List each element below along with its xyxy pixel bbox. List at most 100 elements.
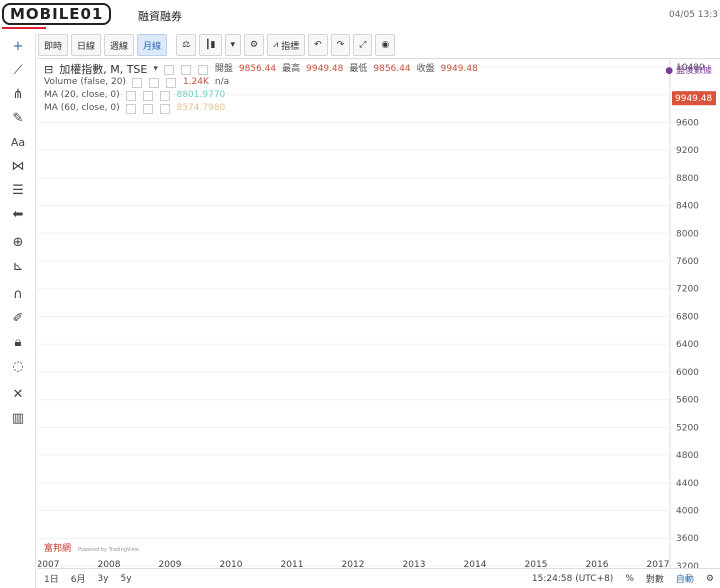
volume-value: 1.24K bbox=[182, 77, 209, 87]
watermark-logo: 富邦網 bbox=[44, 542, 71, 554]
balance-icon[interactable]: ⚖ bbox=[176, 34, 197, 56]
close-label: 收盤 bbox=[416, 64, 435, 74]
pattern-icon[interactable]: ⋈ bbox=[11, 159, 25, 174]
brush-icon[interactable]: ✎ bbox=[12, 111, 24, 126]
logo-underline bbox=[2, 27, 46, 29]
x-tick-label: 2017 bbox=[647, 560, 670, 569]
y-tick-label: 8400 bbox=[676, 202, 699, 212]
close-icon[interactable] bbox=[159, 90, 170, 101]
settings-icon[interactable] bbox=[180, 64, 191, 75]
indicators-icon: ⩘ bbox=[273, 40, 282, 50]
site-logo[interactable]: MOBILE01 bbox=[2, 3, 112, 25]
close-icon[interactable] bbox=[165, 77, 176, 88]
datetime-label: 04/05 13:3 bbox=[668, 10, 718, 20]
range-6m-button[interactable]: 6月 bbox=[70, 575, 86, 585]
text-tool-icon[interactable]: Aa bbox=[10, 136, 26, 149]
fib-icon[interactable]: ☰ bbox=[12, 183, 24, 198]
indicators-label: 指標 bbox=[281, 41, 300, 52]
collapse-icon[interactable]: ⊟ bbox=[44, 63, 54, 76]
y-tick-label: 10400 bbox=[676, 63, 705, 73]
trash-icon[interactable]: ▥ bbox=[11, 411, 25, 426]
close-icon[interactable] bbox=[197, 64, 208, 75]
interval-weekly-button[interactable]: 週線 bbox=[104, 34, 135, 56]
settings-gear-icon[interactable]: ⚙ bbox=[705, 573, 714, 584]
interval-monthly-button[interactable]: 月線 bbox=[137, 34, 168, 56]
eye-icon[interactable] bbox=[163, 64, 174, 75]
trendline-icon[interactable]: ⟋ bbox=[13, 63, 23, 78]
interval-daily-button[interactable]: 日線 bbox=[71, 34, 102, 56]
x-tick-label: 2011 bbox=[281, 560, 304, 569]
log-toggle[interactable]: 對數 bbox=[645, 575, 664, 585]
magnet-icon[interactable]: ∩ bbox=[13, 287, 23, 302]
y-tick-label: 6400 bbox=[676, 340, 699, 350]
eye-icon[interactable] bbox=[131, 77, 142, 88]
chart-area[interactable]: 1040010000960092008800840080007600720068… bbox=[38, 58, 720, 588]
y-tick-label: 5600 bbox=[676, 396, 699, 406]
lock-drawings-icon[interactable]: ✐ bbox=[12, 311, 24, 326]
drawing-toolbar: + ⟋ ⋔ ✎ Aa ⋈ ☰ ⬅ ⊕ ⊾ ∩ ✐ 🔒︎ ◌ ✕ ▥ bbox=[0, 33, 36, 588]
auto-toggle[interactable]: 自動 bbox=[675, 575, 694, 585]
after-hours-link[interactable]: ● 盤後數據 bbox=[665, 66, 712, 76]
hide-icon[interactable]: ◌ bbox=[12, 359, 24, 374]
symbol-title: 加權指數, M, TSE bbox=[59, 63, 148, 76]
x-tick-label: 2010 bbox=[220, 560, 243, 569]
crosshair-icon[interactable]: + bbox=[12, 39, 24, 54]
y-tick-label: 9600 bbox=[676, 118, 699, 128]
candle-style-icon[interactable]: ┃▮ bbox=[199, 34, 222, 56]
x-tick-label: 2013 bbox=[403, 560, 426, 569]
x-tick-label: 2008 bbox=[98, 560, 121, 569]
ma20-value: 8801.9770 bbox=[176, 90, 226, 100]
volume-label: Volume (false, 20) bbox=[44, 77, 126, 87]
lock-icon[interactable]: 🔒︎ bbox=[14, 335, 22, 350]
y-tick-label: 6000 bbox=[676, 368, 699, 378]
y-tick-label: 5200 bbox=[676, 423, 699, 433]
indicators-button[interactable]: ⩘ 指標 bbox=[267, 34, 306, 56]
range-5y-button[interactable]: 5y bbox=[120, 573, 132, 584]
clock-label: 15:24:58 (UTC+8) bbox=[531, 573, 614, 584]
interval-realtime-button[interactable]: 即時 bbox=[38, 34, 69, 56]
y-tick-label: 3600 bbox=[676, 534, 699, 544]
percent-toggle[interactable]: % bbox=[625, 573, 634, 584]
range-1d-button[interactable]: 1日 bbox=[44, 575, 59, 585]
eye-icon[interactable] bbox=[125, 103, 136, 114]
settings-icon[interactable] bbox=[148, 77, 159, 88]
y-tick-label: 4400 bbox=[676, 479, 699, 489]
arrow-icon[interactable]: ⬅ bbox=[12, 207, 24, 222]
undo-icon[interactable]: ↶ bbox=[308, 34, 328, 56]
y-tick-label: 6800 bbox=[676, 312, 699, 322]
last-price-marker bbox=[672, 91, 716, 106]
y-tick-label: 4800 bbox=[676, 451, 699, 461]
open-value: 9856.44 bbox=[238, 64, 277, 74]
x-tick-label: 2016 bbox=[586, 560, 609, 569]
ma60-label: MA (60, close, 0) bbox=[44, 103, 120, 113]
price-chart[interactable]: 1040010000960092008800840080007600720068… bbox=[38, 59, 720, 569]
high-label: 最高 bbox=[282, 64, 301, 74]
y-tick-label: 8000 bbox=[676, 229, 699, 239]
redo-icon[interactable]: ↷ bbox=[330, 34, 351, 56]
y-tick-label: 9200 bbox=[676, 146, 699, 156]
open-label: 開盤 bbox=[214, 64, 233, 74]
tools-icon[interactable]: ✕ bbox=[12, 387, 24, 402]
camera-icon[interactable]: ◉ bbox=[375, 34, 396, 56]
chevron-down-icon[interactable]: ▾ bbox=[224, 34, 242, 56]
y-tick-label: 4000 bbox=[676, 506, 699, 516]
fullscreen-icon[interactable]: ⤢ bbox=[353, 34, 373, 56]
settings-icon[interactable] bbox=[142, 90, 153, 101]
settings-gear-icon[interactable]: ⚙ bbox=[244, 34, 265, 56]
eye-icon[interactable] bbox=[125, 90, 136, 101]
zoom-icon[interactable]: ⊕ bbox=[12, 235, 24, 250]
close-icon[interactable] bbox=[159, 103, 170, 114]
y-tick-label: 7200 bbox=[676, 285, 699, 295]
settings-icon[interactable] bbox=[142, 103, 153, 114]
chevron-down-icon[interactable]: ▾ bbox=[153, 64, 158, 74]
measure-icon[interactable]: ⊾ bbox=[12, 259, 24, 274]
pitchfork-icon[interactable]: ⋔ bbox=[12, 87, 24, 102]
x-tick-label: 2007 bbox=[38, 560, 59, 569]
page-title: 融資融券 bbox=[138, 10, 182, 23]
x-tick-label: 2014 bbox=[464, 560, 487, 569]
high-value: 9949.48 bbox=[306, 64, 344, 74]
main-toolbar: 即時 日線 週線 月線 ⚖ ┃▮ ▾ ⚙ ⩘ 指標 ↶ ↷ ⤢ ◉ bbox=[38, 33, 718, 57]
low-label: 最低 bbox=[349, 64, 368, 74]
range-3y-button[interactable]: 3y bbox=[97, 573, 109, 584]
low-value: 9856.44 bbox=[373, 64, 411, 74]
